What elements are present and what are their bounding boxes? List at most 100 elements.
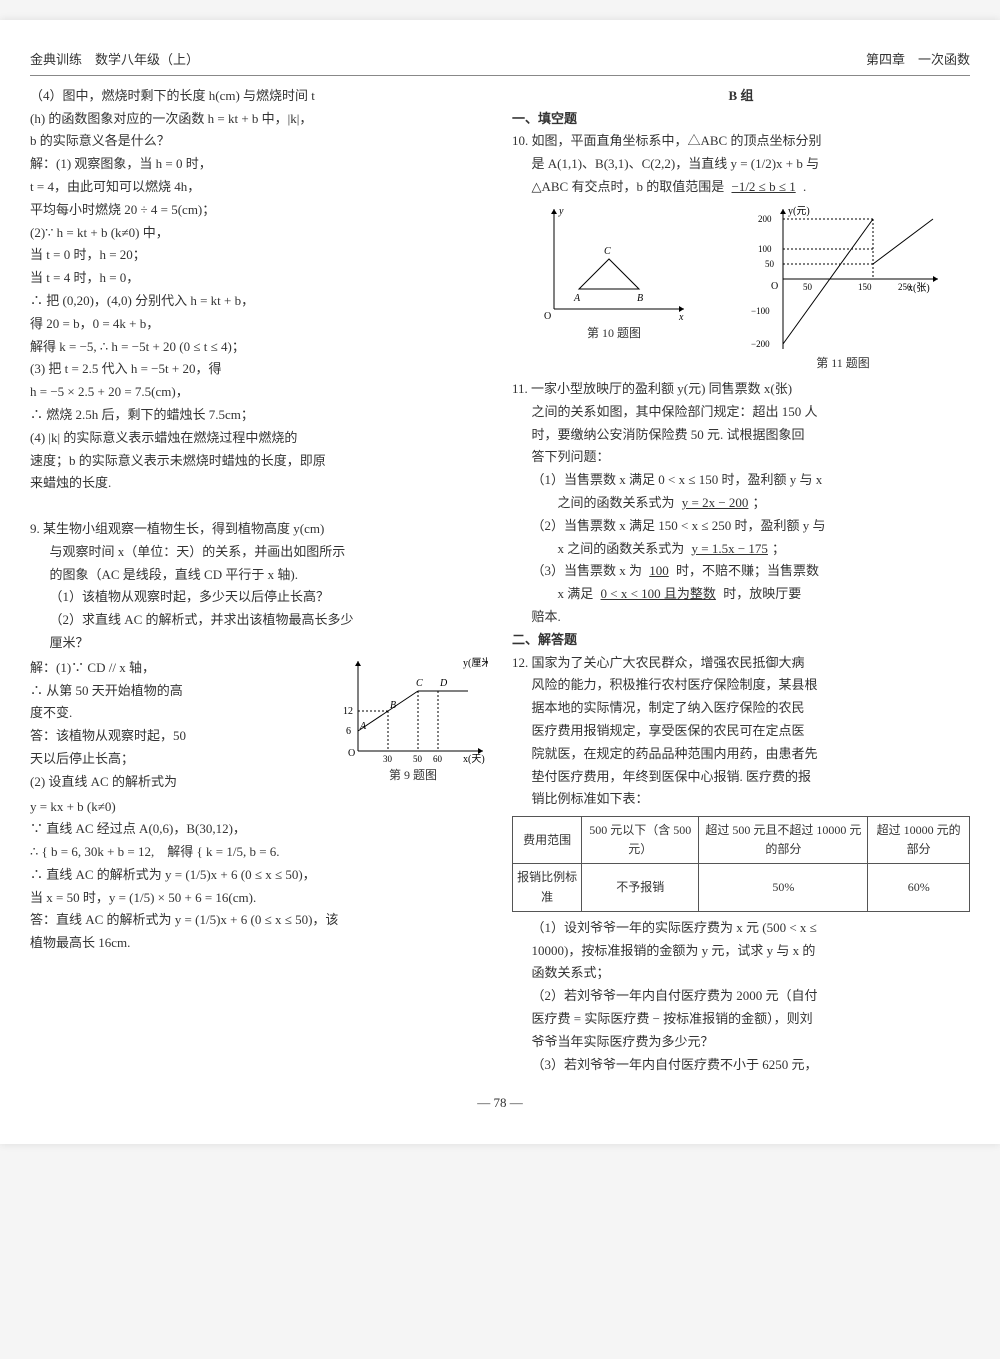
q9-sol-line: 天以后停止长高； (30, 749, 330, 770)
q11-text: （3）当售票数 x 为 (532, 563, 643, 578)
q11-line: 时，要缴纳公安消防保险费 50 元. 试根据图象回 (512, 425, 970, 446)
medical-table: 费用范围 500 元以下（含 500 元） 超过 500 元且不超过 10000… (512, 816, 970, 912)
q4-line: (2)∵ h = kt + b (k≠0) 中， (30, 223, 488, 244)
svg-text:200: 200 (758, 214, 772, 224)
header-right: 第四章 一次函数 (866, 50, 970, 71)
q12-part: 函数关系式； (512, 963, 970, 984)
q9-line: 9. 某生物小组观察一植物生长，得到植物高度 y(cm) (30, 519, 488, 540)
q4-line: （4）图中，燃烧时剩下的长度 h(cm) 与燃烧时间 t (30, 86, 488, 107)
q11-part: 之间的函数关系式为 y = 2x − 200； (512, 493, 970, 514)
q12-line: 医疗费用报销规定，享受医保的农民可在定点医 (512, 721, 970, 742)
q9-sol-line: ∴ 从第 50 天开始植物的高 (30, 681, 330, 702)
svg-text:D: D (439, 678, 448, 689)
svg-text:O: O (348, 748, 355, 759)
q11-text: 之间的函数关系式为 (532, 495, 675, 510)
section-2-title: 二、解答题 (512, 630, 970, 651)
svg-text:y(元): y(元) (788, 206, 810, 217)
q10-line: △ABC 有交点时，b 的取值范围是 −1/2 ≤ b ≤ 1 . (512, 177, 970, 198)
svg-text:30: 30 (383, 754, 393, 764)
q11-text: 时，不赔不赚；当售票数 (676, 563, 819, 578)
section-1-title: 一、填空题 (512, 109, 970, 130)
q9-sol-line: 解：(1)∵ CD // x 轴， (30, 658, 330, 679)
svg-text:50: 50 (803, 282, 813, 292)
q11-part: x 之间的函数关系式为 y = 1.5x − 175； (512, 539, 970, 560)
table-row-label: 报销比例标准 (513, 864, 582, 911)
page: 金典训练 数学八年级（上） 第四章 一次函数 （4）图中，燃烧时剩下的长度 h(… (0, 20, 1000, 1144)
q10-text: △ABC 有交点时，b 的取值范围是 (532, 179, 725, 194)
q4-line: 平均每小时燃烧 20 ÷ 4 = 5(cm)； (30, 200, 488, 221)
svg-text:100: 100 (758, 244, 772, 254)
q9-sol-line: ∴ 直线 AC 的解析式为 y = (1/5)x + 6 (0 ≤ x ≤ 50… (30, 865, 488, 886)
q9-sol-line: y = kx + b (k≠0) (30, 797, 488, 818)
page-number: — 78 — (30, 1093, 970, 1114)
q11-text: x 满足 (532, 586, 594, 601)
svg-text:B: B (637, 293, 643, 304)
svg-text:50: 50 (413, 754, 423, 764)
svg-text:O: O (544, 311, 551, 322)
q12-line: 垫付医疗费用，年终到医保中心报销. 医疗费的报 (512, 767, 970, 788)
q12-line: 院就医，在规定的药品品种范围内用药，由患者先 (512, 744, 970, 765)
q12-part: 医疗费 = 实际医疗费 − 按标准报销的金额），则刘 (512, 1009, 970, 1030)
svg-text:12: 12 (343, 706, 353, 717)
q11-part: （1）当售票数 x 满足 0 < x ≤ 150 时，盈利额 y 与 x (512, 470, 970, 491)
table-cell: 不予报销 (582, 864, 699, 911)
graphs-row: O x y A B C 第 10 题图 (512, 204, 970, 373)
q4-line: 来蜡烛的长度. (30, 473, 488, 494)
q4-line: 得 20 = b，0 = 4k + b， (30, 314, 488, 335)
q9-caption: 第 9 题图 (338, 766, 488, 785)
svg-text:−100: −100 (751, 306, 770, 316)
svg-text:x: x (678, 312, 684, 323)
q12-line: 销比例标准如下表： (512, 789, 970, 810)
svg-text:O: O (771, 281, 778, 292)
q9-sol-line: (2) 设直线 AC 的解析式为 (30, 772, 330, 793)
q4-line: 解得 k = −5, ∴ h = −5t + 20 (0 ≤ t ≤ 4)； (30, 337, 488, 358)
q11-line: 11. 一家小型放映厅的盈利额 y(元) 同售票数 x(张) (512, 379, 970, 400)
q12-line: 据本地的实际情况，制定了纳入医疗保险的农民 (512, 698, 970, 719)
svg-text:250: 250 (898, 282, 912, 292)
q12-line: 风险的能力，积极推行农村医疗保险制度，某县根 (512, 675, 970, 696)
q4-line: ∴ 燃烧 2.5h 后，剩下的蜡烛长 7.5cm； (30, 405, 488, 426)
q11-part: x 满足 0 < x < 100 且为整数 时，放映厅要 (512, 584, 970, 605)
q11-graph: O y(元) x(张) 200 100 50 −100 −200 (743, 204, 943, 354)
q4-line: ∴ 把 (0,20)，(4,0) 分别代入 h = kt + b， (30, 291, 488, 312)
q9-sol-line: ∴ { b = 6, 30k + b = 12, 解得 { k = 1/5, b… (30, 842, 488, 863)
q12-part: （3）若刘爷爷一年内自付医疗费不小于 6250 元， (512, 1055, 970, 1076)
q10-graph: O x y A B C (539, 204, 689, 324)
svg-text:B: B (390, 700, 396, 711)
q11-ans3b: 0 < x < 100 且为整数 (597, 586, 720, 601)
q11-text: 时，放映厅要 (723, 586, 801, 601)
q12-line: 12. 国家为了关心广大农民群众，增强农民抵御大病 (512, 653, 970, 674)
q4-line: 当 t = 0 时，h = 20； (30, 245, 488, 266)
table-header: 费用范围 (513, 817, 582, 864)
q10-line: 10. 如图，平面直角坐标系中，△ABC 的顶点坐标分别 (512, 131, 970, 152)
q4-line: 当 t = 4 时，h = 0， (30, 268, 488, 289)
q4-line: h = −5 × 2.5 + 20 = 7.5(cm)， (30, 382, 488, 403)
svg-text:6: 6 (346, 726, 351, 737)
q4-line: b 的实际意义各是什么？ (30, 131, 488, 152)
q11-line: 答下列问题： (512, 447, 970, 468)
q9-sol-line: 答：该植物从观察时起，50 (30, 726, 330, 747)
q9-sol-line: 度不变. (30, 703, 330, 724)
q11-part: （3）当售票数 x 为 100 时，不赔不赚；当售票数 (512, 561, 970, 582)
q10-line: 是 A(1,1)、B(3,1)、C(2,2)，当直线 y = (1/2)x + … (512, 154, 970, 175)
q10-answer: −1/2 ≤ b ≤ 1 (727, 179, 799, 194)
two-column-layout: （4）图中，燃烧时剩下的长度 h(cm) 与燃烧时间 t (h) 的函数图象对应… (30, 84, 970, 1078)
q4-line: (h) 的函数图象对应的一次函数 h = kt + b 中，|k|， (30, 109, 488, 130)
q10-caption: 第 10 题图 (539, 324, 689, 343)
q9-sol-line: ∵ 直线 AC 经过点 A(0,6)，B(30,12)， (30, 819, 488, 840)
q9-sol-line: 答：直线 AC 的解析式为 y = (1/5)x + 6 (0 ≤ x ≤ 50… (30, 910, 488, 931)
q9-line: 与观察时间 x（单位：天）的关系，并画出如图所示 (30, 542, 488, 563)
q9-line: （1）该植物从观察时起，多少天以后停止长高？ (30, 587, 488, 608)
q4-line: 速度；b 的实际意义表示未燃烧时蜡烛的长度，即原 (30, 451, 488, 472)
q11-text: x 之间的函数关系式为 (532, 541, 685, 556)
q4-line: (3) 把 t = 2.5 代入 h = −5t + 20，得 (30, 359, 488, 380)
svg-text:A: A (359, 721, 367, 732)
svg-text:y: y (558, 206, 564, 217)
right-column: B 组 一、填空题 10. 如图，平面直角坐标系中，△ABC 的顶点坐标分别 是… (512, 84, 970, 1078)
q9-line: 厘米？ (30, 633, 488, 654)
table-cell: 60% (868, 864, 970, 911)
q11-ans3a: 100 (645, 563, 673, 578)
header-left: 金典训练 数学八年级（上） (30, 50, 199, 71)
q11-line: 之间的关系如图，其中保险部门规定：超出 150 人 (512, 402, 970, 423)
svg-text:C: C (604, 246, 611, 257)
